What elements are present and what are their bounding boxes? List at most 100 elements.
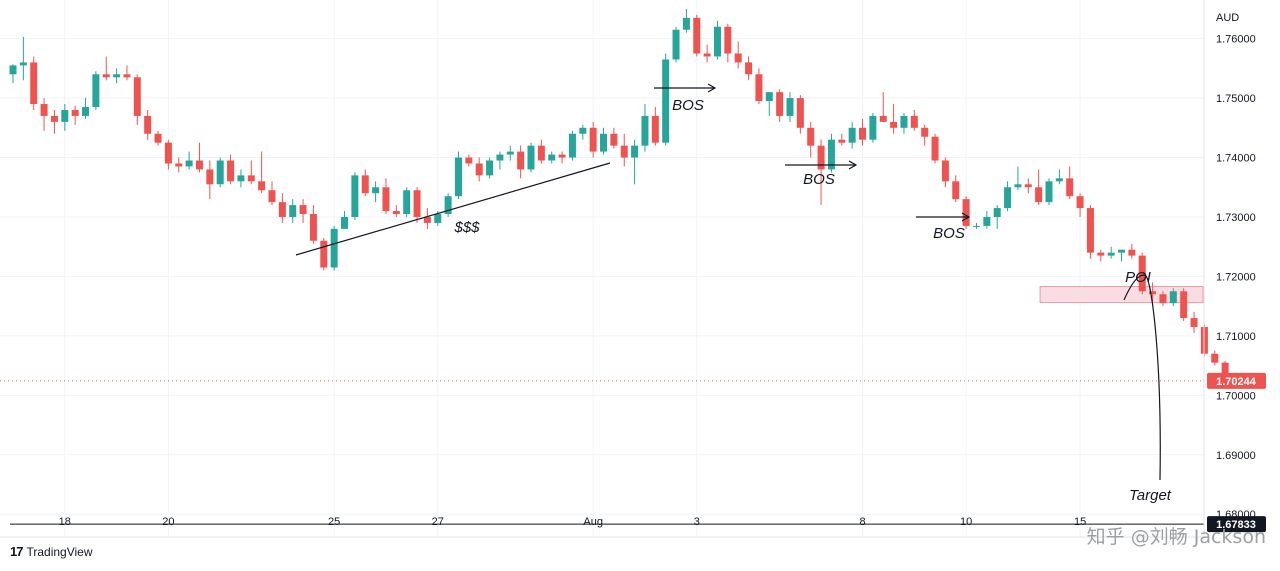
candle-body: [454, 157, 462, 197]
candle-body: [444, 196, 452, 215]
target-price-value: 1.67833: [1216, 519, 1256, 531]
candle-body: [40, 104, 48, 116]
candle-body: [465, 157, 473, 164]
candle-body: [258, 181, 266, 191]
y-tick-label: 1.75000: [1216, 93, 1256, 105]
candle-body: [796, 98, 804, 128]
candle-body: [133, 77, 141, 116]
candle-body: [641, 115, 649, 146]
bos-arrow-3-head: [961, 212, 971, 222]
candle-body: [1149, 291, 1157, 295]
candle-body: [392, 211, 400, 215]
x-tick-label: 8: [859, 516, 865, 528]
tradingview-label: TradingView: [26, 544, 93, 559]
x-tick-label: 18: [59, 516, 71, 528]
candle-body: [475, 163, 483, 176]
candle-body: [558, 154, 566, 158]
bos-label-3: BOS: [933, 225, 965, 242]
candle-body: [1169, 291, 1177, 304]
candle-body: [30, 62, 38, 105]
candle-body: [703, 53, 711, 57]
candle-body: [82, 107, 90, 116]
candle-body: [838, 139, 846, 143]
candle-body: [807, 127, 815, 146]
candle-body: [102, 74, 110, 78]
candle-body: [1066, 178, 1074, 197]
candle-body: [1138, 255, 1146, 292]
candle-body: [734, 53, 742, 63]
candle-body: [589, 127, 597, 152]
y-tick-label: 1.72000: [1216, 271, 1256, 283]
candle-body: [1180, 291, 1188, 319]
candle-body: [1045, 181, 1053, 203]
x-tick-label: 27: [432, 516, 444, 528]
tradingview-logo-icon: 17: [10, 544, 24, 559]
candle-body: [9, 65, 17, 75]
candle-body: [776, 92, 784, 116]
price-axis: 1.76000 1.75000 1.74000 1.73000 1.72000 1.710…: [1216, 34, 1256, 522]
bos-label-2: BOS: [803, 171, 835, 188]
candle-body: [361, 175, 369, 194]
candle-body: [278, 202, 286, 217]
candle-body: [227, 160, 235, 182]
candle-body: [890, 121, 898, 128]
candle-body: [1014, 184, 1022, 188]
candle-body: [682, 17, 690, 30]
candle-body: [537, 145, 545, 161]
candle-body: [309, 214, 317, 241]
candle-body: [1035, 187, 1043, 203]
bos-label-1: BOS: [672, 97, 704, 114]
candle-body: [113, 74, 121, 78]
candle-body: [724, 26, 732, 54]
y-tick-label: 1.74000: [1216, 153, 1256, 165]
candle-body: [341, 216, 349, 229]
candle-body: [175, 163, 183, 167]
candle-body: [185, 160, 193, 167]
candle-body: [1107, 252, 1115, 256]
candle-body: [672, 29, 680, 60]
author-watermark: 知乎 @刘畅 Jackson: [1086, 526, 1266, 548]
candle-body: [289, 205, 297, 217]
candle-body: [123, 74, 131, 78]
candle-body: [827, 139, 835, 170]
candle-body: [600, 133, 608, 152]
candle-body: [486, 160, 494, 176]
candle-body: [765, 92, 773, 102]
time-axis: 18 20 25 27 Aug 3 8 10 15: [59, 516, 1087, 528]
bos-arrow-2-head: [848, 160, 858, 170]
candle-body: [869, 115, 877, 140]
candle-body: [921, 127, 929, 137]
candle-body: [983, 216, 991, 226]
candle-body: [972, 225, 980, 227]
candle-body: [993, 208, 1001, 217]
candle-body: [620, 145, 628, 158]
x-tick-label: 15: [1074, 516, 1086, 528]
candle-body: [268, 190, 276, 203]
candle-body: [382, 187, 390, 212]
candle-body: [1221, 362, 1229, 381]
candle-body: [403, 190, 411, 215]
candle-body: [206, 169, 214, 185]
candle-body: [1076, 196, 1084, 209]
x-tick-label: 10: [960, 516, 972, 528]
liquidity-label: $$$: [453, 219, 480, 236]
candle-body: [50, 115, 58, 122]
candle-body: [548, 154, 556, 161]
candle-body: [434, 214, 442, 223]
candle-body: [859, 127, 867, 140]
tradingview-brand[interactable]: 17 TradingView: [10, 544, 93, 559]
candle-body: [517, 151, 525, 170]
candle-body: [423, 216, 431, 223]
candle-body: [71, 109, 79, 116]
candle-body: [372, 187, 380, 194]
candle-body: [817, 145, 825, 170]
currency-label: AUD: [1216, 12, 1239, 24]
candle-body: [755, 74, 763, 102]
y-tick-label: 1.76000: [1216, 34, 1256, 46]
y-tick-label: 1.73000: [1216, 212, 1256, 224]
candle-body: [351, 175, 359, 217]
candle-body: [144, 115, 152, 134]
candle-body: [1086, 208, 1094, 253]
candle-body: [330, 228, 338, 268]
